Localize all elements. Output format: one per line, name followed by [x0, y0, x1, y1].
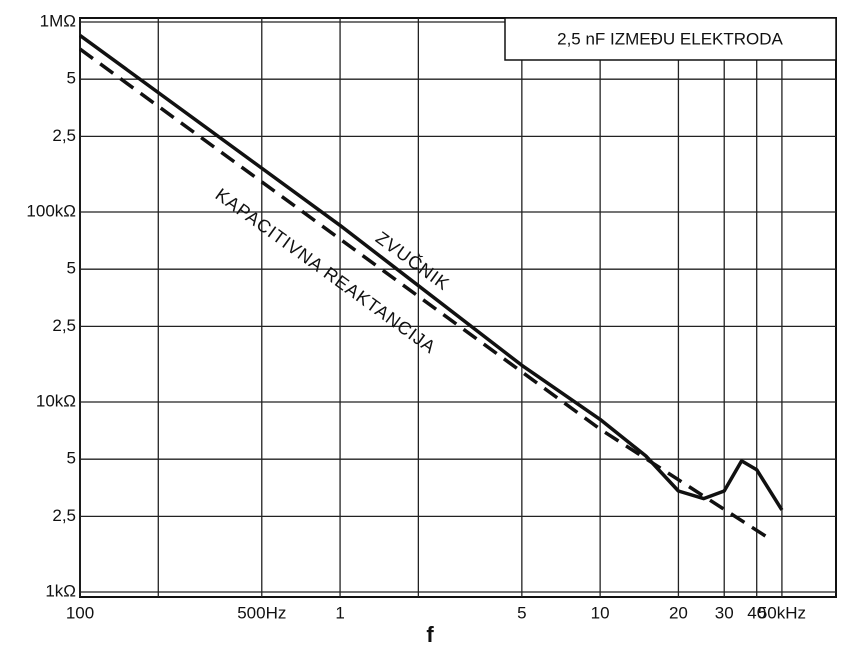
annotation: 2,5 nF IZMEĐU ELEKTRODA: [557, 29, 783, 48]
y-tick-label: 1kΩ: [45, 581, 76, 600]
series-label: KAPACITIVNA REAKTANCIJA: [212, 184, 440, 357]
x-tick-label: 100: [66, 603, 94, 622]
plot-frame: [79, 17, 837, 598]
x-tick-label: 30: [715, 603, 734, 622]
x-tick-label: 40: [747, 603, 766, 622]
annotation-box: [504, 17, 837, 61]
y-tick-label: 10kΩ: [36, 391, 76, 410]
x-axis-label: f: [426, 622, 434, 647]
y-tick-label: 2,5: [52, 506, 76, 525]
y-tick-label: 5: [67, 449, 76, 468]
series-line: [78, 33, 784, 511]
y-tick-label: 5: [67, 259, 76, 278]
x-tick-label: 5: [517, 603, 526, 622]
x-tick-label: 1: [335, 603, 344, 622]
y-tick-label: 2,5: [52, 126, 76, 145]
y-tick-label: 5: [67, 69, 76, 88]
x-tick-label: 50kHz: [758, 603, 806, 622]
x-tick-label: 500Hz: [237, 603, 286, 622]
y-tick-label: 2,5: [52, 316, 76, 335]
y-tick-label: 1MΩ: [40, 11, 76, 30]
series-line: [78, 47, 771, 541]
x-tick-label: 20: [669, 603, 688, 622]
x-tick-label: 10: [591, 603, 610, 622]
y-tick-label: 100kΩ: [26, 201, 76, 220]
